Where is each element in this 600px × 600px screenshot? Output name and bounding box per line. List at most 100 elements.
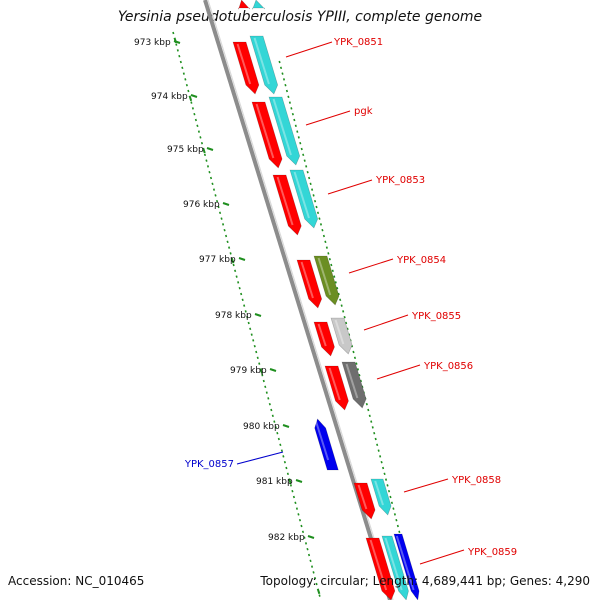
gene-arrow[interactable] — [370, 478, 392, 516]
ruler-tick — [305, 165, 308, 168]
ruler-tick — [256, 356, 259, 360]
ruler-major-tick — [282, 424, 290, 428]
gene-arrow[interactable] — [249, 35, 279, 95]
gene-arrow[interactable] — [289, 169, 319, 229]
ruler-tick — [284, 83, 287, 87]
ruler-tick — [185, 83, 188, 87]
label-leader — [376, 364, 421, 380]
gene-arrow[interactable] — [268, 96, 301, 166]
ruler-tick — [196, 124, 199, 128]
ruler-tick — [355, 362, 358, 365]
gene-arrow[interactable] — [381, 535, 409, 600]
ruler-tick — [309, 559, 312, 563]
ruler-tick — [353, 356, 357, 360]
ruler-tick — [316, 588, 321, 595]
ruler-tick — [181, 66, 184, 70]
gene-arrow[interactable] — [313, 321, 335, 357]
gene-shading — [334, 319, 345, 345]
gene-features[interactable] — [232, 0, 420, 600]
gene-arrow[interactable] — [341, 361, 367, 409]
gene-arrow[interactable] — [313, 255, 340, 306]
gene-label[interactable]: YPK_0854 — [396, 255, 446, 266]
ruler-major-tick — [254, 313, 262, 317]
ruler-tick — [179, 60, 182, 64]
label-leader — [327, 179, 373, 195]
gene-arrow[interactable] — [324, 365, 349, 411]
gene-shading — [317, 323, 327, 347]
ruler-tick — [297, 513, 300, 516]
gene-arrow[interactable] — [237, 0, 250, 11]
label-leader — [348, 258, 394, 274]
gene-arrow[interactable] — [296, 259, 323, 309]
ruler-major-tick — [190, 94, 198, 98]
ruler-label: 973 kbp — [134, 38, 171, 48]
ruler-tick — [345, 321, 348, 325]
ruler-tick — [205, 159, 208, 162]
ruler-tick — [212, 188, 216, 191]
ruler-tick — [311, 188, 314, 191]
ruler-tick — [336, 286, 339, 290]
ruler-tick — [267, 397, 270, 400]
ruler-tick — [342, 310, 345, 313]
gene-label[interactable]: YPK_0859 — [467, 547, 517, 558]
ruler-major-tick — [173, 40, 181, 44]
ruler-tick — [390, 501, 394, 505]
gene-arrow[interactable] — [251, 101, 283, 169]
gene-label[interactable]: YPK_0856 — [423, 361, 473, 372]
ruler-tick — [193, 112, 196, 116]
label-leader — [285, 41, 333, 58]
ruler-tick — [313, 199, 317, 203]
ruler-tick — [392, 507, 395, 510]
ruler-tick — [264, 385, 267, 389]
gene-arrow[interactable] — [251, 0, 265, 10]
accession-text: Accession: NC_010465 — [8, 574, 145, 588]
gene-arrow[interactable] — [232, 41, 260, 95]
gene-arrow[interactable] — [330, 317, 353, 355]
ruler-tick — [306, 547, 309, 551]
gene-arrow[interactable] — [353, 482, 376, 520]
gene-label[interactable]: YPK_0851 — [333, 37, 383, 48]
ruler-tick — [228, 246, 231, 249]
ruler-tick — [274, 426, 277, 429]
ruler-tick — [379, 455, 382, 458]
ruler-tick — [309, 182, 312, 186]
ruler-tick — [296, 130, 299, 133]
ruler-tick — [308, 176, 311, 180]
gene-arrow[interactable] — [393, 533, 420, 600]
ruler-tick — [310, 565, 314, 568]
ruler-tick — [262, 379, 265, 383]
ruler-major-tick — [238, 257, 246, 261]
ruler-tick — [298, 518, 302, 522]
gene-arrow[interactable] — [272, 174, 302, 236]
gene-shading — [395, 535, 415, 591]
ruler-tick — [217, 205, 220, 209]
ruler-tick — [321, 228, 324, 232]
ruler-tick — [199, 136, 202, 139]
gene-arrow[interactable] — [365, 537, 396, 600]
ruler-tick — [365, 402, 368, 406]
ruler-tick — [175, 43, 178, 46]
ruler-tick — [209, 176, 213, 180]
ruler-tick — [303, 536, 306, 539]
ruler-labels: 973 kbp 974 kbp 975 kbp 976 kbp 977 kbp 978 k… — [134, 38, 315, 543]
ruler-label: 977 kbp — [199, 255, 236, 265]
gene-shading — [300, 261, 314, 299]
ruler-tick — [312, 571, 315, 574]
ruler-tick — [377, 449, 380, 452]
ruler-tick — [387, 489, 391, 493]
gene-shading — [328, 367, 341, 401]
ruler-tick — [384, 478, 388, 481]
gene-label[interactable]: YPK_0858 — [451, 475, 501, 486]
gene-label[interactable]: YPK_0857 — [184, 459, 234, 470]
gene-label[interactable]: pgk — [354, 106, 373, 117]
ruler-tick — [367, 408, 370, 412]
ruler-tick — [276, 431, 279, 435]
ruler-major-tick — [307, 535, 315, 539]
gene-arrow[interactable] — [314, 418, 339, 471]
gene-label[interactable]: YPK_0855 — [411, 311, 461, 322]
gene-shading — [345, 363, 359, 399]
gene-label[interactable]: YPK_0853 — [375, 175, 425, 186]
ruler-tick — [346, 327, 349, 331]
